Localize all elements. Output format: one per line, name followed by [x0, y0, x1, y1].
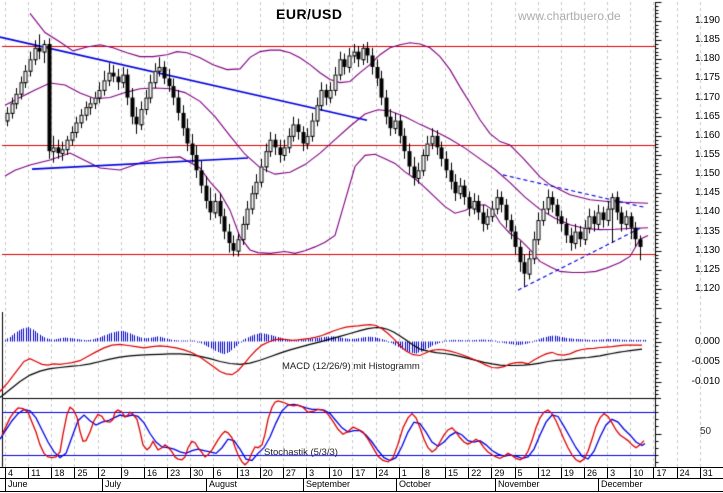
week-cell: 8: [421, 468, 445, 478]
macd-axis-label: -0.010: [691, 375, 720, 387]
week-cell: 19: [560, 468, 584, 478]
week-cell: 24: [676, 468, 700, 478]
watermark-url: www.chartbuero.de: [518, 9, 621, 23]
week-cell: 17: [352, 468, 375, 478]
price-axis-label: 1.165: [694, 110, 720, 122]
month-cell: November: [495, 479, 598, 491]
week-cell: 11: [28, 468, 51, 478]
week-cell: 22: [468, 468, 491, 478]
macd-panel-label: MACD (12/26/9) mit Histogramm: [282, 361, 420, 372]
week-cell: 10: [329, 468, 352, 478]
week-cell: 15: [445, 468, 468, 478]
week-cell: 4: [5, 468, 28, 478]
price-axis-label: 1.130: [694, 244, 720, 256]
price-axis-label: 1.175: [694, 72, 720, 84]
week-cell: 13: [236, 468, 260, 478]
price-axis-label: 1.190: [694, 15, 720, 26]
week-cell: 5: [514, 468, 538, 478]
week-cell: 6: [213, 468, 236, 478]
week-cell: 1: [398, 468, 422, 478]
week-cell: 24: [375, 468, 399, 478]
price-axis-label: 1.180: [694, 53, 720, 65]
price-axis-label: 1.125: [694, 263, 720, 275]
week-cell: 29: [491, 468, 514, 478]
month-cell: September: [303, 479, 396, 491]
week-cell: 20: [259, 468, 283, 478]
xaxis-month-row: June July August September October November De…: [0, 479, 723, 492]
stoch-panel-label: Stochastik (5/3/3): [264, 447, 338, 458]
price-axis-label: 1.135: [694, 225, 720, 237]
macd-axis-label: -0.005: [691, 355, 720, 367]
week-cell: 3: [306, 468, 329, 478]
week-cell: 3: [607, 468, 630, 478]
week-cell: 23: [167, 468, 190, 478]
week-cell: 31: [699, 468, 723, 478]
month-cell: June: [5, 479, 102, 491]
week-cell: 26: [584, 468, 607, 478]
week-cell: 16: [143, 468, 167, 478]
price-axis-label: 1.160: [694, 129, 720, 141]
price-axis-label: 1.170: [694, 91, 720, 103]
price-axis-label: 1.145: [694, 187, 720, 199]
week-cell: 27: [282, 468, 306, 478]
month-cell: July: [102, 479, 206, 491]
week-cell: 18: [51, 468, 74, 478]
week-cell: 25: [74, 468, 97, 478]
week-cell: 9: [120, 468, 144, 478]
week-cell: 10: [630, 468, 653, 478]
month-cell: August: [206, 479, 303, 491]
price-axis-label: 1.150: [694, 168, 720, 180]
week-cell: 2: [97, 468, 121, 478]
price-axis-label: 1.155: [694, 149, 720, 160]
xaxis-week-row: 4 11 18 25 2 9 16 23 30 6 13 20 27 3 10 17 24 1 8 15 22 29 5 12…: [0, 467, 723, 479]
price-axis-label: 1.140: [694, 206, 720, 218]
price-axis-label: 1.120: [694, 283, 720, 294]
week-cell: 17: [653, 468, 676, 478]
stoch-50-level-label: 50: [700, 426, 712, 437]
week-cell: 30: [190, 468, 213, 478]
week-cell: 12: [537, 468, 561, 478]
price-axis-label: 1.185: [694, 34, 720, 46]
page-title: EUR/USD: [276, 6, 343, 22]
month-cell: October: [396, 479, 495, 491]
month-cell: December: [598, 479, 722, 491]
macd-axis-label: 0.000: [694, 335, 720, 347]
